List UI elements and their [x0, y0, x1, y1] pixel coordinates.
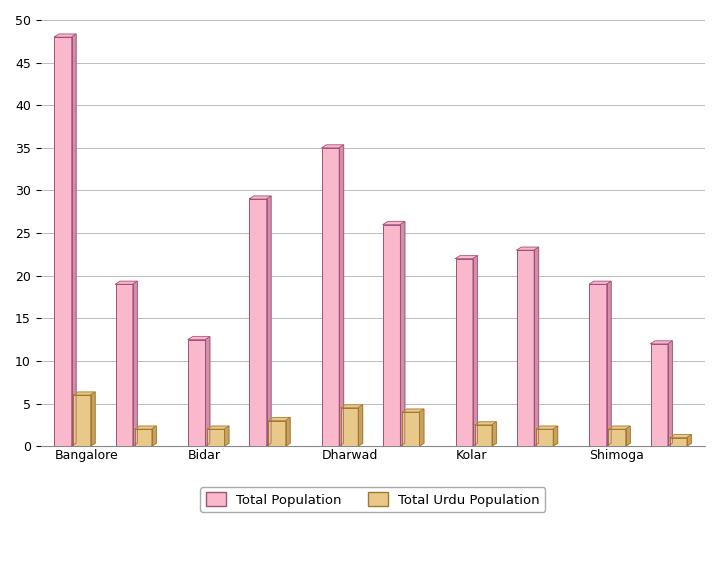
Polygon shape: [269, 418, 290, 420]
Polygon shape: [590, 281, 611, 284]
Polygon shape: [115, 281, 138, 284]
Polygon shape: [473, 256, 477, 446]
Polygon shape: [286, 418, 290, 446]
Polygon shape: [651, 341, 672, 344]
Polygon shape: [225, 426, 229, 446]
Bar: [341, 408, 358, 446]
Polygon shape: [358, 405, 363, 446]
Polygon shape: [492, 422, 496, 446]
Polygon shape: [205, 336, 210, 446]
Polygon shape: [536, 426, 557, 429]
Polygon shape: [322, 145, 343, 148]
Polygon shape: [553, 426, 557, 446]
Polygon shape: [517, 247, 539, 250]
Bar: [269, 420, 286, 446]
Bar: [402, 412, 419, 446]
Polygon shape: [71, 34, 76, 446]
Polygon shape: [91, 392, 95, 446]
Polygon shape: [266, 196, 271, 446]
Polygon shape: [73, 392, 95, 395]
Polygon shape: [402, 409, 424, 412]
Bar: [73, 395, 91, 446]
Bar: [456, 259, 473, 446]
Bar: [207, 429, 225, 446]
Bar: [383, 225, 400, 446]
Polygon shape: [132, 281, 138, 446]
Bar: [536, 429, 553, 446]
Polygon shape: [608, 426, 630, 429]
Bar: [517, 250, 534, 446]
Polygon shape: [670, 435, 691, 438]
Legend: Total Population, Total Urdu Population: Total Population, Total Urdu Population: [200, 487, 545, 512]
Polygon shape: [188, 336, 210, 340]
Bar: [322, 148, 339, 446]
Polygon shape: [207, 426, 229, 429]
Polygon shape: [456, 256, 477, 259]
Polygon shape: [626, 426, 630, 446]
Polygon shape: [339, 145, 343, 446]
Polygon shape: [607, 281, 611, 446]
Polygon shape: [419, 409, 424, 446]
Polygon shape: [152, 426, 156, 446]
Bar: [249, 199, 266, 446]
Bar: [608, 429, 626, 446]
Bar: [135, 429, 152, 446]
Polygon shape: [534, 247, 539, 446]
Polygon shape: [668, 341, 672, 446]
Polygon shape: [54, 34, 76, 37]
Polygon shape: [474, 422, 496, 425]
Polygon shape: [249, 196, 271, 199]
Bar: [115, 284, 132, 446]
Bar: [590, 284, 607, 446]
Bar: [651, 344, 668, 446]
Polygon shape: [383, 222, 405, 225]
Bar: [188, 340, 205, 446]
Bar: [474, 425, 492, 446]
Bar: [670, 438, 687, 446]
Polygon shape: [135, 426, 156, 429]
Bar: [54, 37, 71, 446]
Polygon shape: [687, 435, 691, 446]
Polygon shape: [400, 222, 405, 446]
Polygon shape: [341, 405, 363, 408]
